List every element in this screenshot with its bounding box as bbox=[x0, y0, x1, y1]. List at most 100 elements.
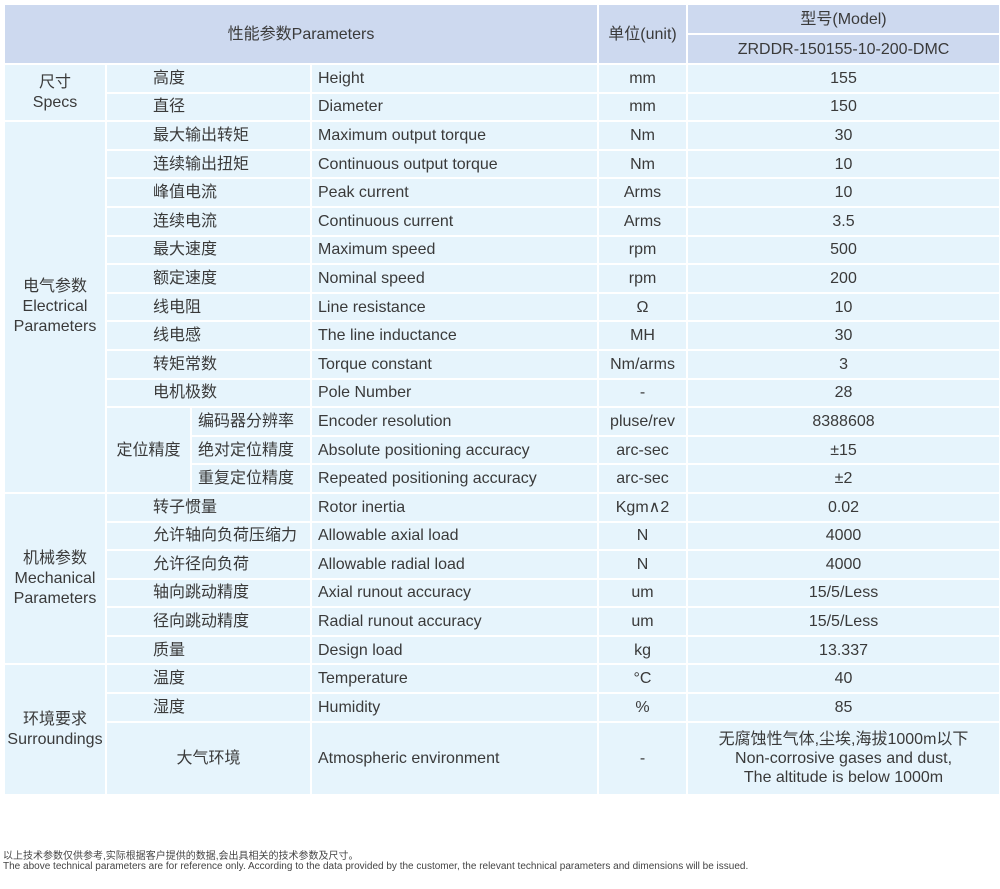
param-name-en: Torque constant bbox=[309, 348, 600, 380]
table-row: 重复定位精度 Repeated positioning accuracy arc-s… bbox=[4, 463, 1000, 494]
param-unit: Arms bbox=[597, 177, 689, 208]
param-name-cn: 温度 bbox=[105, 663, 312, 695]
table-row: 最大速度 Maximum speed rpm 500 bbox=[4, 234, 1000, 266]
table-row: 电气参数 Electrical Parameters 最大输出转矩 Maximum o… bbox=[3, 120, 1000, 494]
param-value: 10 bbox=[686, 148, 1000, 180]
table-row: 连续输出扭矩 Continuous output torque Nm 10 bbox=[4, 148, 1000, 180]
group-label: 环境要求 Surroundings bbox=[3, 663, 107, 796]
param-value: 155 bbox=[686, 63, 1000, 94]
param-name-cn: 线电感 bbox=[105, 320, 312, 351]
param-unit: - bbox=[597, 377, 689, 409]
param-name-cn: 电机极数 bbox=[105, 377, 312, 409]
param-unit: - bbox=[597, 720, 689, 796]
param-unit: Nm bbox=[597, 148, 689, 180]
param-value: 3.5 bbox=[686, 205, 1000, 237]
param-unit: um bbox=[597, 577, 689, 609]
group-label-cn: 尺寸 bbox=[38, 73, 71, 91]
table-row: 直径 Diameter mm 150 bbox=[4, 91, 1000, 123]
table-row: 径向跳动精度 Radial runout accuracy um 15/5/Less bbox=[4, 606, 1000, 637]
param-name-cn: 质量 bbox=[105, 634, 312, 666]
param-value: 40 bbox=[686, 663, 1000, 695]
param-name-en: Humidity bbox=[309, 692, 600, 723]
param-name-cn: 连续输出扭矩 bbox=[105, 148, 312, 180]
model-header: ZRDDR-150155-10-200-DMC bbox=[686, 33, 1000, 65]
param-name-en: Allowable axial load bbox=[309, 520, 600, 552]
group-label: 机械参数 Mechanical Parameters bbox=[3, 491, 107, 666]
table-row: 轴向跳动精度 Axial runout accuracy um 15/5/Less bbox=[4, 577, 1000, 609]
param-unit: um bbox=[597, 606, 689, 637]
param-value: 28 bbox=[686, 377, 1000, 409]
param-name-en: Continuous current bbox=[309, 205, 600, 237]
group-label-en: Specs bbox=[32, 93, 78, 111]
param-unit: arc-sec bbox=[597, 463, 689, 494]
subgroup-label: 定位精度 bbox=[105, 406, 192, 494]
param-unit: Kgm∧2 bbox=[597, 491, 689, 523]
param-value: 4000 bbox=[686, 549, 1000, 580]
group-label-cn: 机械参数 bbox=[22, 549, 87, 567]
param-name-en: Atmospheric environment bbox=[309, 720, 600, 796]
param-unit: Nm bbox=[597, 120, 689, 151]
param-name-cn: 轴向跳动精度 bbox=[105, 577, 312, 609]
param-name-en: The line inductance bbox=[309, 320, 600, 351]
param-unit: N bbox=[597, 549, 689, 580]
param-name-cn: 额定速度 bbox=[105, 263, 312, 294]
table-row: 质量 Design load kg 13.337 bbox=[4, 634, 1000, 666]
table-row: 电机极数 Pole Number -28 bbox=[4, 377, 1000, 409]
param-value: 10 bbox=[686, 177, 1000, 208]
param-value: ±2 bbox=[686, 463, 1000, 494]
param-unit: pluse/rev bbox=[597, 406, 689, 437]
param-unit: Nm/arms bbox=[597, 348, 689, 380]
param-value: 15/5/Less bbox=[686, 577, 1000, 609]
table-row: 允许轴向负荷压缩力 Allowable axial load N 4000 bbox=[4, 520, 1000, 552]
table-row: 线电感 The line inductance MH 30 bbox=[4, 320, 1000, 351]
param-value: 13.337 bbox=[686, 634, 1000, 666]
param-unit: rpm bbox=[597, 263, 689, 294]
param-value: 4000 bbox=[686, 520, 1000, 552]
param-name-cn: 连续电流 bbox=[105, 205, 312, 237]
param-unit: rpm bbox=[597, 234, 689, 266]
param-name-en: Continuous output torque bbox=[309, 148, 600, 180]
group-label-en: Surroundings bbox=[7, 730, 103, 748]
spec-table: 性能参数Parameters 单位(unit) 型号(Model) ZRDDR-… bbox=[2, 3, 1000, 796]
param-name-cn: 高度 bbox=[105, 63, 312, 94]
param-value: 200 bbox=[686, 263, 1000, 294]
param-name-cn: 最大速度 bbox=[105, 234, 312, 266]
param-name-cn: 大气环境 bbox=[105, 720, 312, 796]
param-value: 无腐蚀性气体,尘埃,海拔1000m以下 Non-corrosive gases … bbox=[686, 720, 1000, 796]
param-name-en: Diameter bbox=[309, 91, 600, 123]
param-name-en: Line resistance bbox=[309, 291, 600, 323]
param-name-en: Allowable radial load bbox=[309, 549, 600, 580]
param-unit: arc-sec bbox=[597, 434, 689, 466]
param-name-cn: 转矩常数 bbox=[105, 348, 312, 380]
param-unit: mm bbox=[597, 91, 689, 123]
table-row: 允许径向负荷 Allowable radial load N 4000 bbox=[4, 549, 1000, 580]
param-value: ±15 bbox=[686, 434, 1000, 466]
group-label-cn: 电气参数 bbox=[22, 278, 87, 296]
param-name-cn: 峰值电流 bbox=[105, 177, 312, 208]
param-name-en: Axial runout accuracy bbox=[309, 577, 600, 609]
param-name-en: Maximum speed bbox=[309, 234, 600, 266]
param-name-cn: 直径 bbox=[105, 91, 312, 123]
table-row: 额定速度 Nominal speed rpm 200 bbox=[4, 263, 1000, 294]
footnote-en: The above technical parameters are for r… bbox=[3, 861, 749, 872]
param-value: 8388608 bbox=[686, 406, 1000, 437]
param-value: 30 bbox=[686, 120, 1000, 151]
group-label: 电气参数 Electrical Parameters bbox=[3, 120, 107, 494]
unit-header: 单位(unit) bbox=[597, 3, 689, 65]
parameters-header: 性能参数Parameters bbox=[2, 3, 600, 65]
param-name-en: Maximum output torque bbox=[309, 120, 600, 151]
table-row: 定位精度 编码器分辨率 Encoder resolution pluse/rev 838… bbox=[4, 406, 1000, 494]
param-name-en: Radial runout accuracy bbox=[309, 606, 600, 637]
param-unit: MH bbox=[597, 320, 689, 351]
param-unit: kg bbox=[597, 634, 689, 666]
param-value: 3 bbox=[686, 348, 1000, 380]
param-value: 0.02 bbox=[686, 491, 1000, 523]
param-name-cn: 允许径向负荷 bbox=[105, 549, 312, 580]
table-row: 峰值电流 Peak current Arms 10 bbox=[4, 177, 1000, 208]
param-name-cn: 重复定位精度 bbox=[190, 463, 312, 494]
group-label: 尺寸 Specs bbox=[3, 62, 107, 123]
param-name-en: Temperature bbox=[309, 663, 600, 695]
param-unit: % bbox=[597, 692, 689, 723]
footnote-cn: 以上技术参数仅供参考,实际根据客户提供的数据,会出具相关的技术参数及尺寸。 bbox=[3, 851, 359, 862]
param-name-en: Nominal speed bbox=[309, 263, 600, 294]
